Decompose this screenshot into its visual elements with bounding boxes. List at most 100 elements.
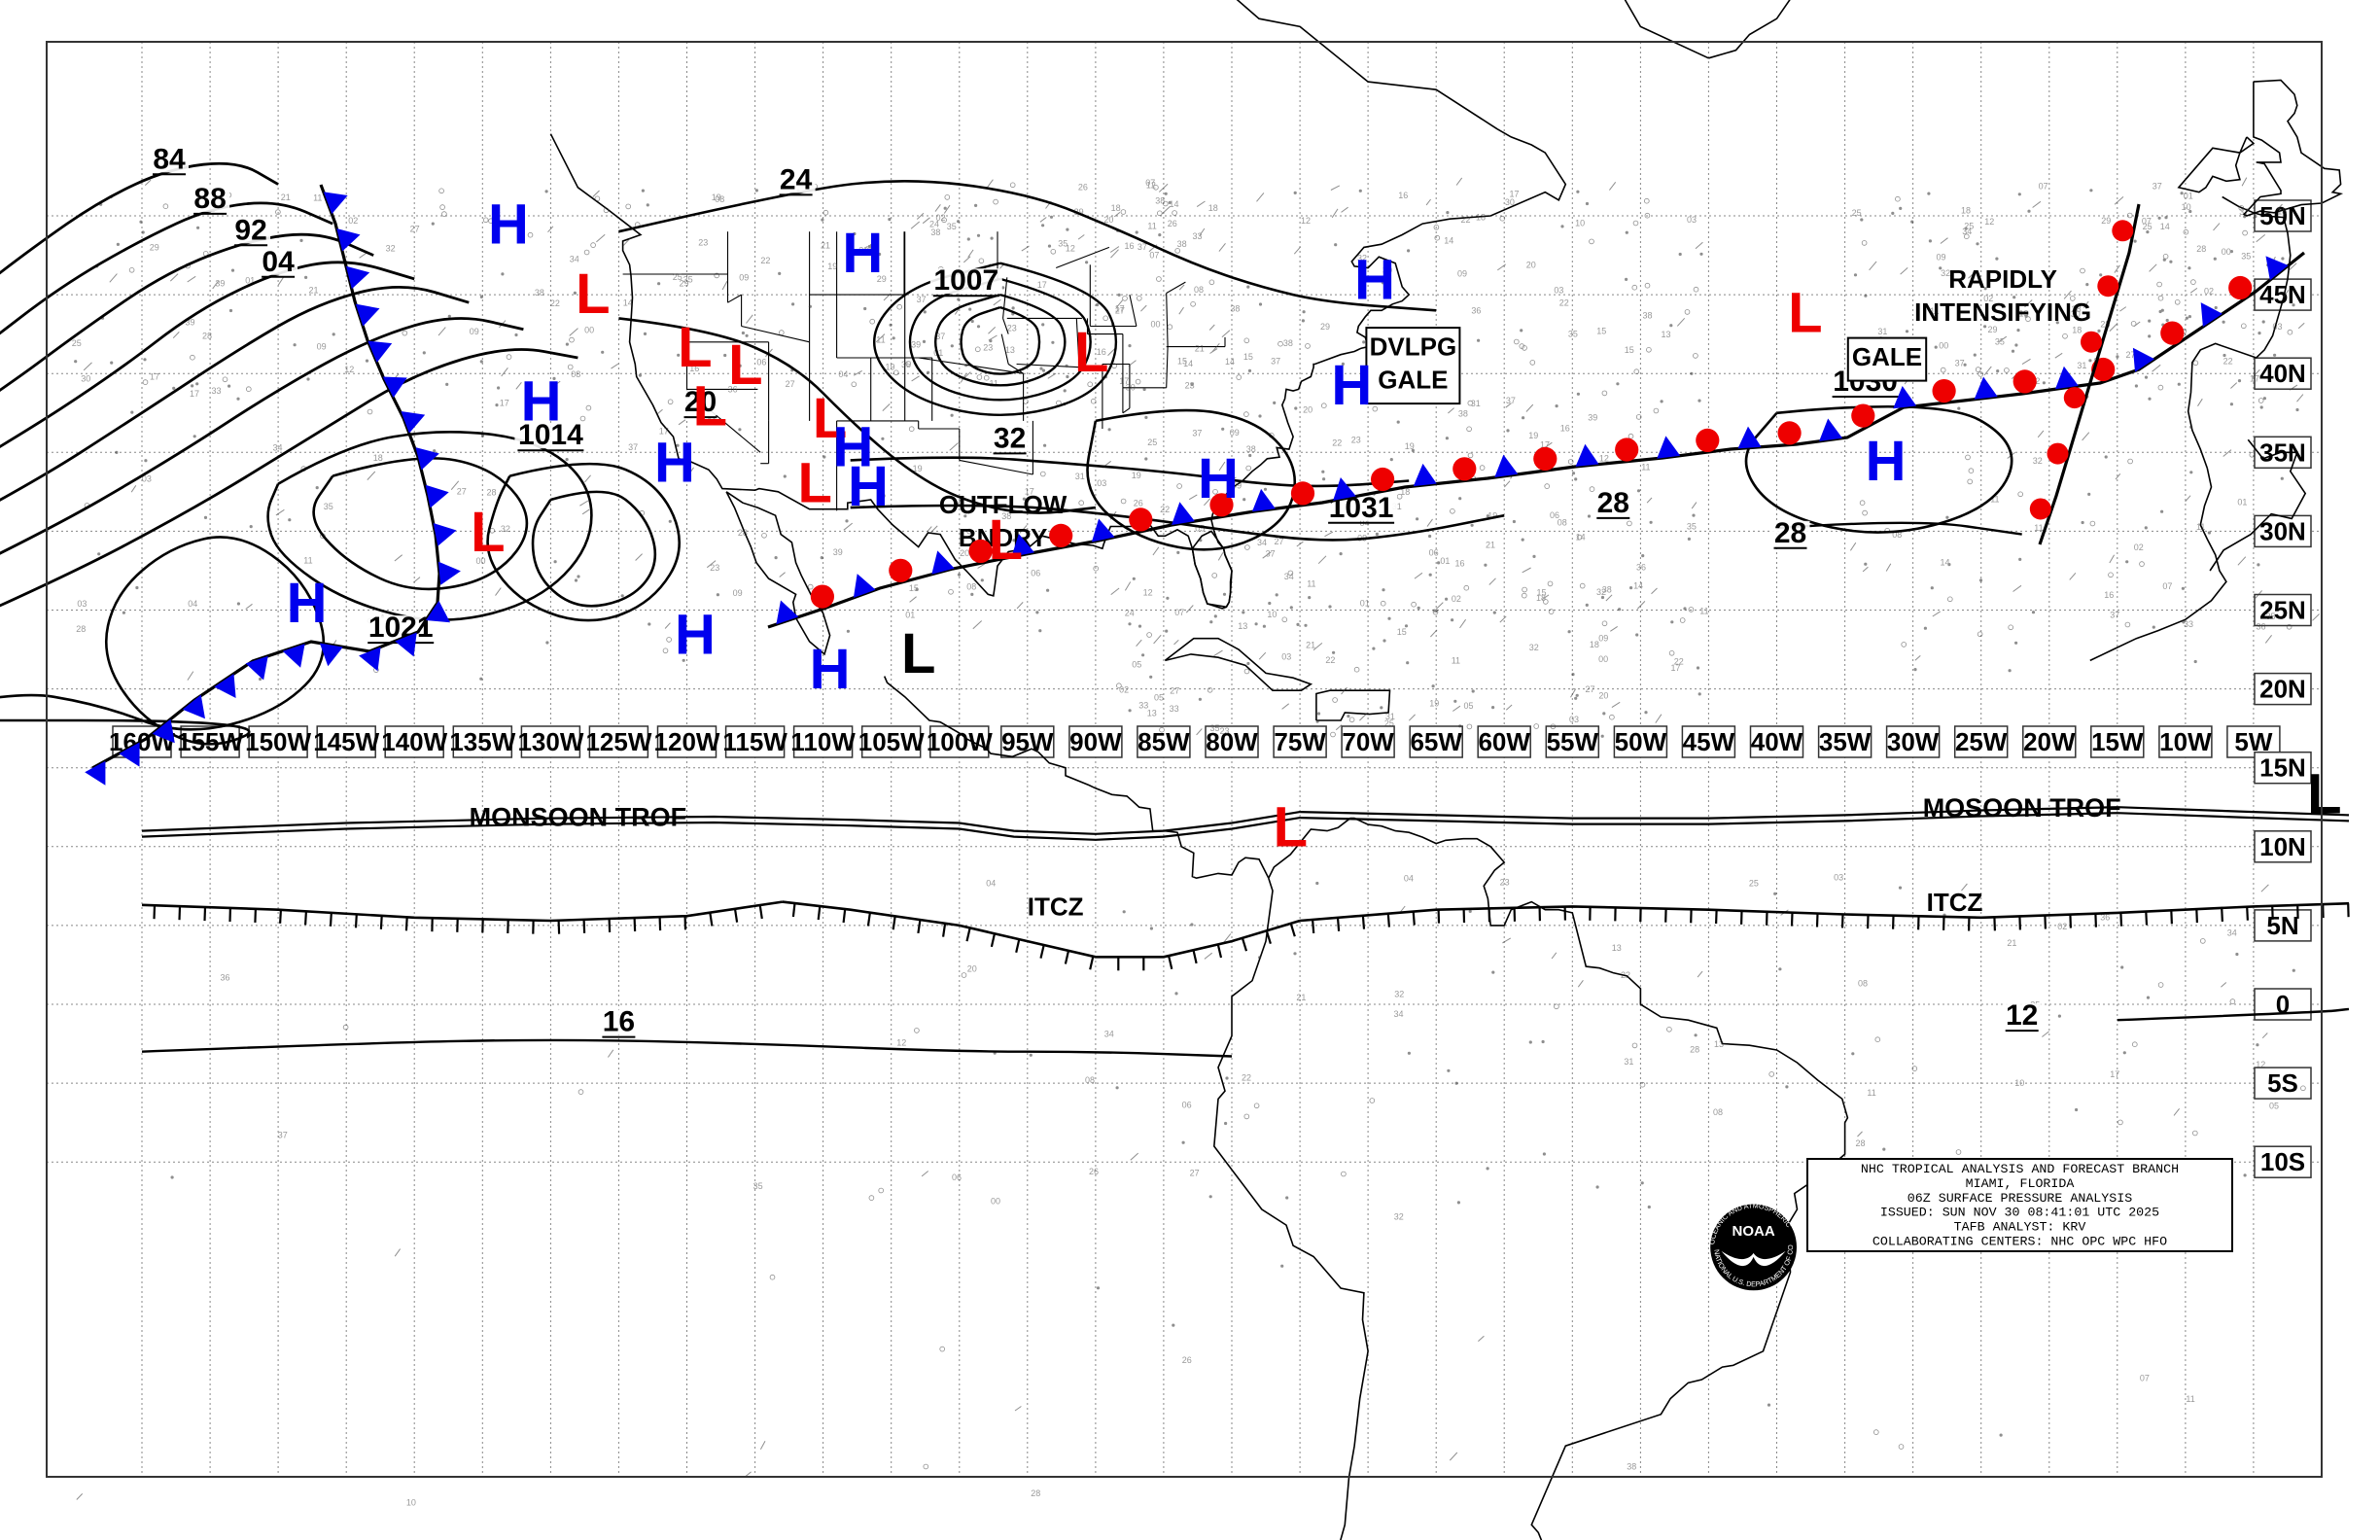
- svg-text:15: 15: [1537, 588, 1547, 598]
- svg-text:11: 11: [1867, 1088, 1875, 1098]
- svg-text:20N: 20N: [2259, 675, 2306, 704]
- svg-text:03: 03: [1097, 478, 1106, 488]
- svg-text:02: 02: [2134, 542, 2144, 552]
- svg-text:02: 02: [2204, 287, 2214, 297]
- svg-text:16: 16: [2104, 590, 2114, 600]
- svg-text:33: 33: [1193, 231, 1203, 241]
- svg-text:03: 03: [1687, 215, 1697, 225]
- svg-text:27: 27: [786, 379, 795, 389]
- svg-text:07: 07: [2140, 1373, 2150, 1382]
- svg-text:H: H: [488, 193, 529, 257]
- svg-text:35: 35: [324, 502, 333, 511]
- svg-text:22: 22: [1332, 438, 1342, 448]
- svg-text:23: 23: [1351, 436, 1361, 445]
- svg-text:12: 12: [1143, 588, 1153, 598]
- svg-text:L: L: [728, 333, 762, 397]
- svg-text:10: 10: [406, 1498, 416, 1508]
- svg-text:25: 25: [2143, 222, 2152, 231]
- svg-text:L: L: [2307, 762, 2341, 825]
- svg-text:H: H: [1354, 249, 1395, 312]
- svg-text:16: 16: [1455, 558, 1465, 568]
- svg-text:37: 37: [1955, 359, 1965, 368]
- svg-text:31: 31: [1877, 327, 1887, 336]
- svg-text:11: 11: [313, 192, 322, 202]
- svg-text:17: 17: [1671, 663, 1681, 673]
- svg-text:35: 35: [2241, 251, 2251, 261]
- svg-text:19: 19: [1429, 699, 1439, 709]
- svg-text:38: 38: [1627, 1462, 1636, 1472]
- svg-text:17: 17: [1037, 280, 1047, 290]
- svg-text:00: 00: [2222, 247, 2231, 257]
- svg-text:05: 05: [1132, 660, 1141, 670]
- svg-text:30W: 30W: [1887, 727, 1940, 756]
- svg-text:02: 02: [2057, 922, 2067, 931]
- svg-text:13: 13: [1714, 1039, 1724, 1049]
- svg-text:33: 33: [1170, 704, 1179, 714]
- svg-text:90W: 90W: [1069, 727, 1122, 756]
- svg-text:35: 35: [753, 1181, 763, 1191]
- svg-text:29: 29: [2101, 216, 2111, 226]
- svg-text:H: H: [810, 638, 851, 701]
- svg-text:13: 13: [1147, 709, 1157, 718]
- svg-text:NOAA: NOAA: [1732, 1223, 1775, 1240]
- svg-text:14: 14: [1633, 581, 1643, 591]
- svg-text:31: 31: [1075, 472, 1085, 481]
- svg-text:60W: 60W: [1478, 727, 1530, 756]
- svg-text:25: 25: [1384, 718, 1394, 728]
- svg-text:11: 11: [1452, 656, 1460, 666]
- svg-text:COLLABORATING CENTERS: NHC OPC: COLLABORATING CENTERS: NHC OPC WPC HFO: [1872, 1235, 2167, 1249]
- svg-text:00: 00: [1598, 654, 1608, 664]
- svg-text:19: 19: [1132, 471, 1141, 480]
- svg-text:25: 25: [1147, 438, 1157, 447]
- svg-text:10: 10: [2014, 1078, 2024, 1088]
- svg-text:20: 20: [1598, 691, 1608, 701]
- svg-text:26: 26: [1168, 219, 1177, 228]
- svg-text:34: 34: [1284, 572, 1294, 581]
- svg-text:H: H: [842, 222, 883, 285]
- svg-text:07: 07: [2162, 581, 2172, 591]
- svg-text:37: 37: [1271, 357, 1280, 367]
- svg-text:12: 12: [896, 1038, 906, 1048]
- svg-text:11: 11: [990, 378, 998, 388]
- svg-text:L: L: [1074, 321, 1108, 384]
- svg-text:28: 28: [1690, 1044, 1699, 1054]
- svg-text:39: 39: [911, 340, 921, 350]
- svg-text:11: 11: [1641, 462, 1650, 472]
- svg-text:INTENSIFYING: INTENSIFYING: [1914, 298, 2091, 327]
- svg-text:45W: 45W: [1683, 727, 1735, 756]
- svg-text:01: 01: [2237, 498, 2247, 508]
- svg-text:20: 20: [967, 963, 977, 973]
- svg-text:10: 10: [1575, 219, 1585, 228]
- svg-text:07: 07: [1149, 250, 1159, 260]
- svg-text:19: 19: [886, 362, 895, 371]
- svg-text:40N: 40N: [2259, 359, 2306, 388]
- svg-text:MONSOON TROF: MONSOON TROF: [470, 803, 687, 832]
- svg-text:150W: 150W: [245, 727, 311, 756]
- svg-text:105W: 105W: [858, 727, 925, 756]
- svg-text:29: 29: [150, 242, 159, 252]
- svg-text:38: 38: [535, 288, 544, 298]
- svg-text:08: 08: [571, 369, 580, 379]
- svg-text:15: 15: [1243, 352, 1253, 362]
- svg-text:L: L: [576, 262, 610, 326]
- svg-text:25: 25: [1852, 208, 1862, 218]
- svg-text:18: 18: [2072, 326, 2082, 335]
- svg-text:10N: 10N: [2259, 832, 2306, 861]
- svg-text:TAFB ANALYST: KRV: TAFB ANALYST: KRV: [1954, 1220, 2086, 1235]
- svg-text:02: 02: [1452, 594, 1461, 604]
- svg-text:34: 34: [1962, 227, 1972, 236]
- svg-text:11: 11: [2034, 523, 2043, 533]
- svg-text:34: 34: [273, 443, 283, 453]
- svg-text:11: 11: [303, 556, 312, 566]
- svg-text:18: 18: [2277, 207, 2287, 217]
- svg-text:22: 22: [1160, 505, 1170, 514]
- svg-text:06: 06: [1182, 1101, 1192, 1110]
- svg-text:26: 26: [1134, 498, 1143, 508]
- svg-text:11: 11: [2196, 522, 2205, 532]
- svg-text:27: 27: [410, 224, 420, 233]
- svg-text:12: 12: [1984, 217, 1994, 227]
- svg-text:38: 38: [1643, 311, 1653, 321]
- svg-text:28: 28: [1774, 517, 1806, 549]
- svg-text:MIAMI, FLORIDA: MIAMI, FLORIDA: [1966, 1176, 2075, 1191]
- svg-text:04: 04: [986, 878, 996, 888]
